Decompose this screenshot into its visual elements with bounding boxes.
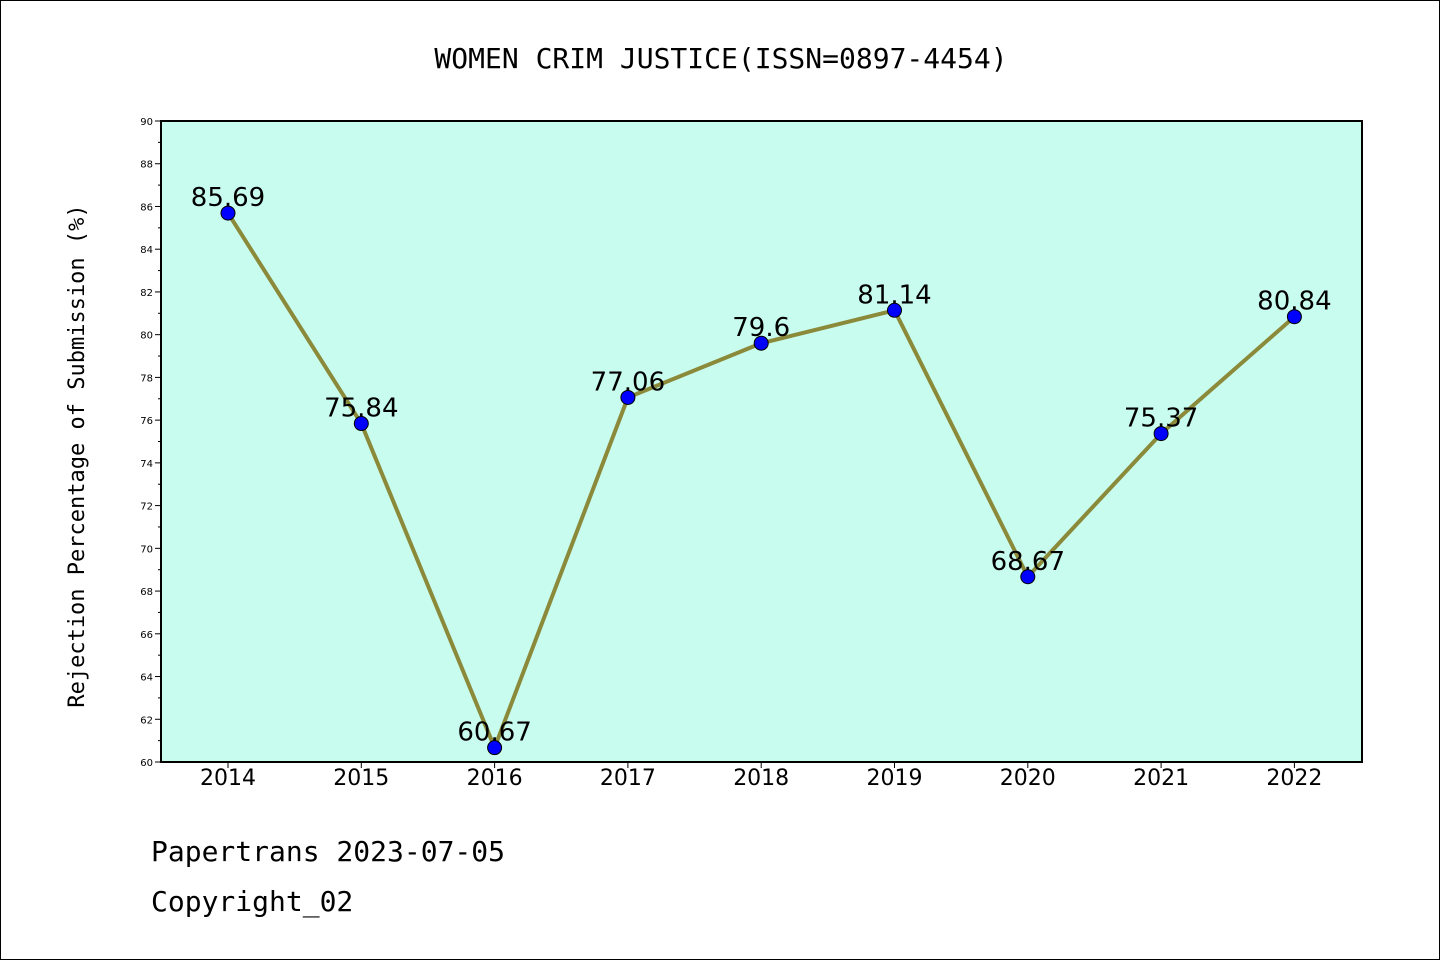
data-label: 77.06: [591, 367, 665, 397]
y-tick-label: 86: [140, 202, 153, 213]
plot-area: [160, 120, 1363, 763]
data-point: [1286, 309, 1302, 325]
x-tick-label: 2014: [200, 766, 256, 791]
x-tick-label: 2020: [1000, 766, 1056, 791]
data-label: 79.6: [732, 313, 790, 343]
data-labels: 85.69 75.84 60.67 77.06 79.6 81.14 68.67 75.37 8…: [191, 183, 1332, 748]
footer-copyright: Copyright_02: [151, 885, 354, 918]
data-label: 80.84: [1257, 287, 1331, 317]
x-tick-label: 2016: [467, 766, 523, 791]
data-point: [887, 302, 902, 318]
data-label: 85.69: [191, 183, 265, 213]
y-tick-label: 66: [140, 630, 153, 641]
data-point: [753, 335, 769, 351]
y-tick-label: 78: [140, 373, 153, 384]
data-point: [1020, 569, 1036, 585]
x-tick-label: 2019: [867, 766, 923, 791]
data-label: 81.14: [857, 280, 931, 310]
x-tick-label: 2021: [1133, 766, 1189, 791]
y-tick-label: 70: [140, 544, 153, 555]
data-point: [220, 205, 236, 221]
y-tick-label: 90: [140, 117, 153, 128]
data-point: [487, 740, 503, 756]
x-axis-ticks: 2014 2015 2016 2017 2018 2019 2020 2021 2022: [200, 762, 1322, 791]
y-tick-label: 80: [140, 331, 153, 342]
y-tick-label: 64: [140, 673, 153, 684]
x-tick-label: 2015: [333, 766, 389, 791]
data-point: [1153, 426, 1169, 442]
data-point: [620, 389, 636, 405]
y-tick-label: 60: [140, 758, 153, 769]
series-layer: [220, 205, 1302, 756]
y-tick-label: 62: [140, 715, 153, 726]
y-axis-ticks: 60 62 64 66 68 70 72 74 76 78 80 82 84 86 88 90: [140, 117, 161, 769]
data-label: 75.84: [324, 394, 398, 424]
y-tick-label: 68: [140, 587, 153, 598]
y-tick-label: 76: [140, 416, 153, 427]
y-tick-label: 82: [140, 288, 153, 299]
y-tick-label: 84: [140, 245, 153, 256]
footer-source: Papertrans 2023-07-05: [151, 835, 506, 868]
data-point: [353, 416, 369, 432]
x-tick-label: 2017: [600, 766, 656, 791]
y-tick-label: 72: [140, 502, 153, 513]
y-tick-label: 74: [140, 459, 153, 470]
data-label: 60.67: [457, 718, 531, 748]
x-tick-label: 2018: [733, 766, 789, 791]
chart-title: WOMEN CRIM JUSTICE(ISSN=0897-4454): [434, 42, 1007, 75]
data-label: 75.37: [1124, 404, 1198, 434]
y-tick-label: 88: [140, 160, 153, 171]
x-tick-label: 2022: [1266, 766, 1322, 791]
y-axis-label: Rejection Percentage of Submission (%): [65, 204, 90, 707]
data-label: 68.67: [991, 547, 1065, 577]
